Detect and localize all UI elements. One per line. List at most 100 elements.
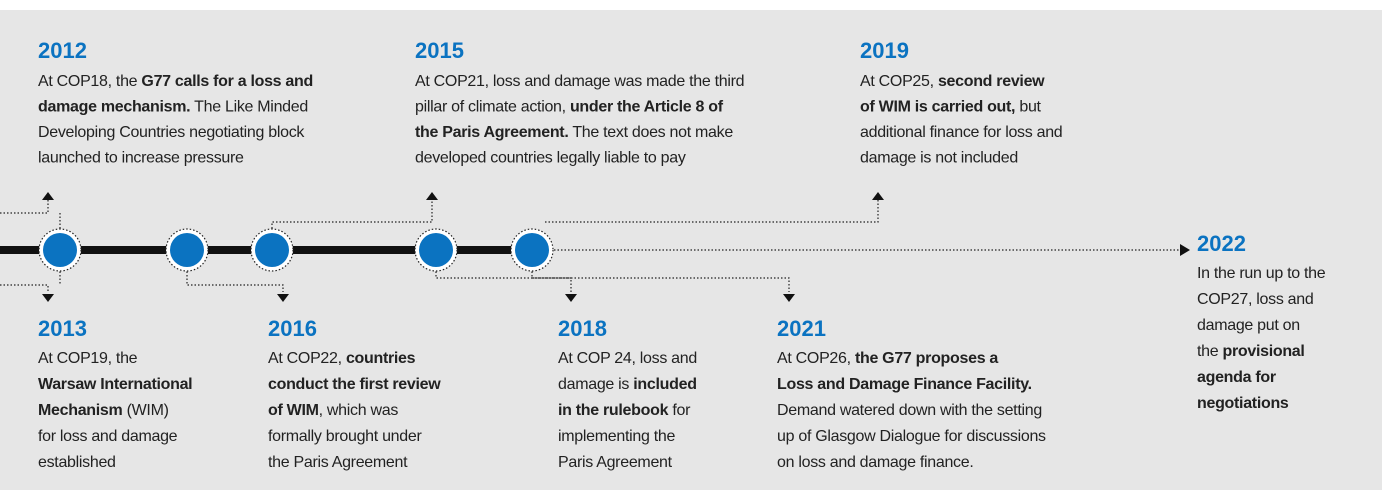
text: damage is not included (860, 150, 1018, 167)
bold-text: provisional (1223, 343, 1305, 360)
event-line: conduct the first review (268, 376, 441, 393)
bold-text: the G77 proposes a (855, 350, 998, 367)
bold-text: negotiations (1197, 395, 1289, 412)
event-line: negotiations (1197, 395, 1289, 412)
text: pillar of climate action, (415, 99, 570, 116)
text: At COP 24, loss and (558, 350, 697, 367)
bold-text: Loss and Damage Finance Facility. (777, 376, 1032, 393)
event-line: established (38, 454, 116, 471)
text: formally brought under (268, 428, 422, 445)
event-year: 2013 (38, 316, 87, 341)
event-line: developed countries legally liable to pa… (415, 150, 686, 167)
event: 2016 At COP22, countries conduct the first… (268, 316, 442, 471)
bold-text: of WIM (268, 402, 319, 419)
text: the Paris Agreement (268, 454, 408, 471)
event: 2012 At COP18, the G77 calls for a loss a… (38, 38, 313, 167)
bold-text: G77 calls for a loss and (141, 73, 313, 90)
bold-text: included (633, 376, 696, 393)
bold-text: agenda for (1197, 369, 1276, 386)
text: At COP22, (268, 350, 346, 367)
text: established (38, 454, 116, 471)
bold-text: under the Article 8 of (570, 99, 724, 116)
event-line: in the rulebook for (558, 402, 691, 419)
event-line: damage is not included (860, 150, 1018, 167)
text: Demand watered down with the setting (777, 402, 1042, 419)
text: damage put on (1197, 317, 1300, 334)
event-line: Demand watered down with the setting (777, 402, 1042, 419)
event-line: In the run up to the (1197, 265, 1326, 282)
bold-text: conduct the first review (268, 376, 441, 393)
event-line: At COP25, second review (860, 73, 1045, 90)
event-line: the provisional (1197, 343, 1305, 360)
text: Developing Countries negotiating block (38, 124, 305, 141)
event-line: damage mechanism. The Like Minded (38, 99, 308, 116)
event-line: up of Glasgow Dialogue for discussions (777, 428, 1046, 445)
event-year: 2016 (268, 316, 317, 341)
event: 2018 At COP 24, loss and damage is include… (558, 316, 697, 471)
text: The Like Minded (190, 99, 308, 116)
event-year: 2012 (38, 38, 87, 63)
event-line: damage put on (1197, 317, 1300, 334)
event-line: Paris Agreement (558, 454, 673, 471)
text: the (1197, 343, 1223, 360)
event-line: At COP18, the G77 calls for a loss and (38, 73, 313, 90)
bold-text: the Paris Agreement. (415, 124, 568, 141)
text: COP27, loss and (1197, 291, 1313, 308)
event-line: on loss and damage finance. (777, 454, 974, 471)
event-line: Developing Countries negotiating block (38, 124, 305, 141)
text: launched to increase pressure (38, 150, 244, 167)
bold-text: second review (938, 73, 1045, 90)
text: Paris Agreement (558, 454, 673, 471)
text: up of Glasgow Dialogue for discussions (777, 428, 1046, 445)
event-line: implementing the (558, 428, 675, 445)
text: (WIM) (122, 402, 168, 419)
event-line: formally brought under (268, 428, 422, 445)
text: At COP21, loss and damage was made the t… (415, 73, 744, 90)
event-line: COP27, loss and (1197, 291, 1313, 308)
text: At COP25, (860, 73, 938, 90)
event-line: the Paris Agreement. The text does not m… (415, 124, 733, 141)
milestones (38, 228, 554, 272)
text: developed countries legally liable to pa… (415, 150, 686, 167)
text: At COP19, the (38, 350, 138, 367)
event-line: At COP21, loss and damage was made the t… (415, 73, 744, 90)
event-line: agenda for (1197, 369, 1276, 386)
event: 2021 At COP26, the G77 proposes a Loss and… (777, 316, 1046, 471)
event-year: 2021 (777, 316, 826, 341)
event-line: launched to increase pressure (38, 150, 244, 167)
event-line: damage is included (558, 376, 697, 393)
event-year: 2019 (860, 38, 909, 63)
bold-text: countries (346, 350, 416, 367)
event-year: 2015 (415, 38, 464, 63)
event-line: Mechanism (WIM) (38, 402, 169, 419)
bold-text: Warsaw International (38, 376, 192, 393)
bold-text: Mechanism (38, 402, 123, 419)
event-line: of WIM is carried out, but (860, 99, 1042, 116)
text: for (668, 402, 691, 419)
bold-text: in the rulebook (558, 402, 669, 419)
text: At COP26, (777, 350, 855, 367)
event: 2019 At COP25, second review of WIM is car… (860, 38, 1063, 167)
event-line: of WIM, which was (268, 402, 398, 419)
bold-text: of WIM is carried out, (860, 99, 1015, 116)
event-year: 2022 (1197, 231, 1246, 256)
event: 2015 At COP21, loss and damage was made t… (415, 38, 745, 167)
event-line: Loss and Damage Finance Facility. (777, 376, 1032, 393)
text: on loss and damage finance. (777, 454, 974, 471)
connectors (0, 192, 884, 302)
text: , which was (319, 402, 399, 419)
text: for loss and damage (38, 428, 178, 445)
text: additional finance for loss and (860, 124, 1062, 141)
text: The text does not make (568, 124, 733, 141)
event: 2013 At COP19, the Warsaw International Mec… (38, 316, 193, 471)
event-year: 2018 (558, 316, 607, 341)
text: At COP18, the (38, 73, 141, 90)
event-line: At COP22, countries (268, 350, 416, 367)
event-line: for loss and damage (38, 428, 178, 445)
event-line: additional finance for loss and (860, 124, 1062, 141)
event-line: pillar of climate action, under the Arti… (415, 99, 724, 116)
bold-text: damage mechanism. (38, 99, 190, 116)
event-line: At COP19, the (38, 350, 138, 367)
event-line: the Paris Agreement (268, 454, 408, 471)
